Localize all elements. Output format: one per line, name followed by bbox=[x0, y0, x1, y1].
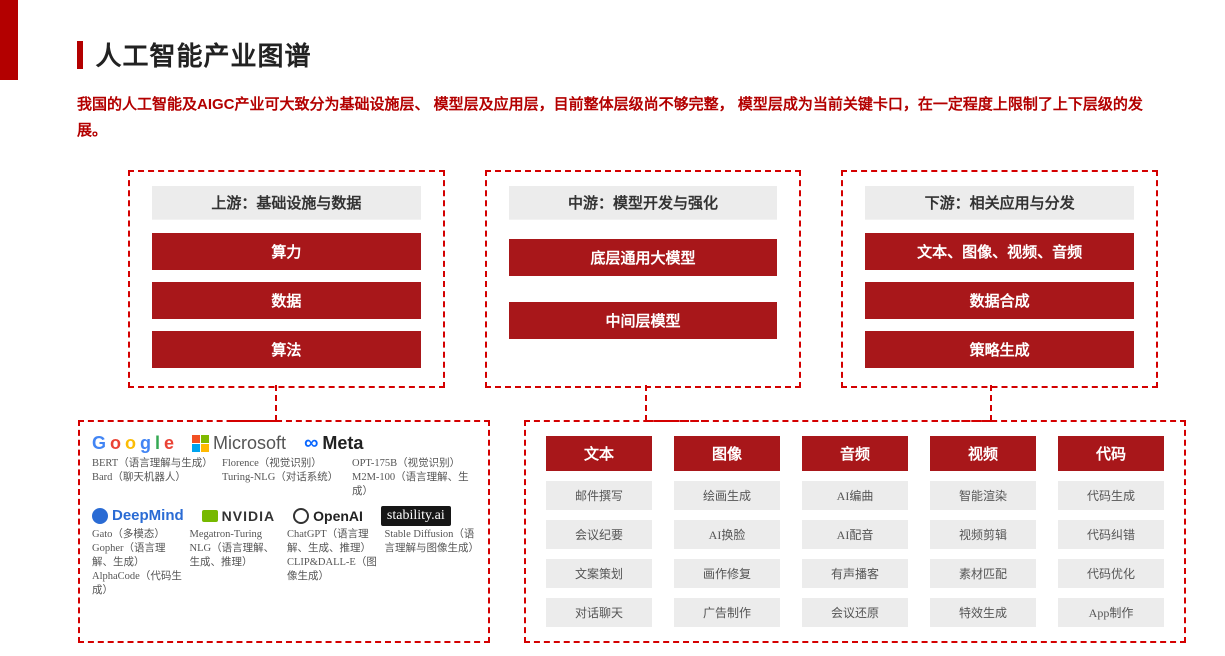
company-desc: Stable Diffusion（语言理解与图像生成） bbox=[385, 528, 477, 599]
meta-icon: ∞ bbox=[304, 432, 318, 455]
logo-row: DeepMind NVIDIA OpenAI stability.ai bbox=[92, 506, 476, 526]
downstream-item: 数据合成 bbox=[865, 282, 1134, 319]
company-desc-row: BERT（语言理解与生成）Bard（聊天机器人） Florence（视觉识别）T… bbox=[92, 457, 476, 500]
company-desc: ChatGPT（语言理解、生成、推理）CLIP&DALL-E（图像生成） bbox=[287, 528, 379, 599]
deepmind-icon bbox=[92, 508, 108, 524]
app-item: 会议纪要 bbox=[546, 520, 652, 549]
openai-icon bbox=[293, 508, 309, 524]
app-item: 智能渲染 bbox=[930, 481, 1036, 510]
app-item: 绘画生成 bbox=[674, 481, 780, 510]
companies-box: Google Microsoft ∞ Meta BERT（语言理解与生成）Bar… bbox=[78, 420, 490, 643]
downstream-box: 下游：相关应用与分发 文本、图像、视频、音频 数据合成 策略生成 bbox=[841, 170, 1158, 388]
company-desc: Gato（多模态）Gopher（语言理解、生成）AlphaCode（代码生成） bbox=[92, 528, 184, 599]
bottom-row: Google Microsoft ∞ Meta BERT（语言理解与生成）Bar… bbox=[78, 420, 1186, 643]
app-column-audio: 音频 AI编曲 AI配音 有声播客 会议还原 bbox=[802, 436, 908, 627]
nvidia-icon bbox=[202, 510, 218, 522]
app-item: AI换脸 bbox=[674, 520, 780, 549]
app-item: 视频剪辑 bbox=[930, 520, 1036, 549]
app-item: 广告制作 bbox=[674, 598, 780, 627]
google-logo: Google bbox=[92, 433, 174, 454]
connector-line bbox=[645, 385, 647, 421]
app-col-head: 文本 bbox=[546, 436, 652, 471]
app-item: 文案策划 bbox=[546, 559, 652, 588]
app-item: App制作 bbox=[1058, 598, 1164, 627]
app-column-code: 代码 代码生成 代码纠错 代码优化 App制作 bbox=[1058, 436, 1164, 627]
downstream-item: 文本、图像、视频、音频 bbox=[865, 233, 1134, 270]
openai-label: OpenAI bbox=[313, 508, 363, 524]
app-item: 对话聊天 bbox=[546, 598, 652, 627]
app-col-head: 视频 bbox=[930, 436, 1036, 471]
deepmind-label: DeepMind bbox=[112, 507, 184, 524]
app-column-image: 图像 绘画生成 AI换脸 画作修复 广告制作 bbox=[674, 436, 780, 627]
microsoft-icon bbox=[192, 435, 209, 452]
company-desc-row: Gato（多模态）Gopher（语言理解、生成）AlphaCode（代码生成） … bbox=[92, 528, 476, 599]
app-item: 代码生成 bbox=[1058, 481, 1164, 510]
app-item: 邮件撰写 bbox=[546, 481, 652, 510]
app-item: 素材匹配 bbox=[930, 559, 1036, 588]
midstream-box: 中游：模型开发与强化 底层通用大模型 中间层模型 bbox=[485, 170, 802, 388]
midstream-header: 中游：模型开发与强化 bbox=[509, 186, 778, 219]
meta-label: Meta bbox=[322, 433, 363, 454]
company-desc: BERT（语言理解与生成）Bard（聊天机器人） bbox=[92, 457, 216, 500]
app-item: 特效生成 bbox=[930, 598, 1036, 627]
app-col-head: 代码 bbox=[1058, 436, 1164, 471]
app-item: 有声播客 bbox=[802, 559, 908, 588]
logo-row: Google Microsoft ∞ Meta bbox=[92, 432, 476, 455]
deepmind-logo: DeepMind bbox=[92, 507, 184, 524]
app-item: AI配音 bbox=[802, 520, 908, 549]
app-column-video: 视频 智能渲染 视频剪辑 素材匹配 特效生成 bbox=[930, 436, 1036, 627]
upstream-item: 算法 bbox=[152, 331, 421, 368]
app-item: 代码纠错 bbox=[1058, 520, 1164, 549]
nvidia-logo: NVIDIA bbox=[202, 508, 275, 524]
title-accent bbox=[77, 41, 83, 69]
page-title: 人工智能产业图谱 bbox=[95, 36, 311, 73]
upstream-item: 数据 bbox=[152, 282, 421, 319]
microsoft-label: Microsoft bbox=[213, 433, 286, 454]
upstream-box: 上游：基础设施与数据 算力 数据 算法 bbox=[128, 170, 445, 388]
downstream-item: 策略生成 bbox=[865, 331, 1134, 368]
midstream-item: 底层通用大模型 bbox=[509, 239, 778, 276]
microsoft-logo: Microsoft bbox=[192, 433, 286, 454]
app-col-head: 音频 bbox=[802, 436, 908, 471]
title-block: 人工智能产业图谱 bbox=[77, 36, 311, 73]
upstream-item: 算力 bbox=[152, 233, 421, 270]
upstream-header: 上游：基础设施与数据 bbox=[152, 186, 421, 219]
page-subtitle: 我国的人工智能及AIGC产业可大致分为基础设施层、 模型层及应用层，目前整体层级… bbox=[77, 92, 1165, 143]
company-desc: OPT-175B（视觉识别）M2M-100（语言理解、生成） bbox=[352, 457, 476, 500]
app-item: 画作修复 bbox=[674, 559, 780, 588]
side-accent-bar bbox=[0, 0, 18, 80]
midstream-item: 中间层模型 bbox=[509, 302, 778, 339]
app-col-head: 图像 bbox=[674, 436, 780, 471]
app-column-text: 文本 邮件撰写 会议纪要 文案策划 对话聊天 bbox=[546, 436, 652, 627]
stability-logo: stability.ai bbox=[381, 506, 451, 526]
connector-line bbox=[275, 385, 277, 421]
meta-logo: ∞ Meta bbox=[304, 432, 363, 455]
company-desc: Megatron-Turing NLG（语言理解、生成、推理） bbox=[190, 528, 282, 599]
company-desc: Florence（视觉识别）Turing-NLG（对话系统） bbox=[222, 457, 346, 500]
connector-line bbox=[990, 385, 992, 421]
app-item: 代码优化 bbox=[1058, 559, 1164, 588]
applications-box: 文本 邮件撰写 会议纪要 文案策划 对话聊天 图像 绘画生成 AI换脸 画作修复… bbox=[524, 420, 1186, 643]
openai-logo: OpenAI bbox=[293, 508, 363, 524]
industry-columns: 上游：基础设施与数据 算力 数据 算法 中游：模型开发与强化 底层通用大模型 中… bbox=[128, 170, 1158, 388]
app-item: AI编曲 bbox=[802, 481, 908, 510]
downstream-header: 下游：相关应用与分发 bbox=[865, 186, 1134, 219]
app-item: 会议还原 bbox=[802, 598, 908, 627]
